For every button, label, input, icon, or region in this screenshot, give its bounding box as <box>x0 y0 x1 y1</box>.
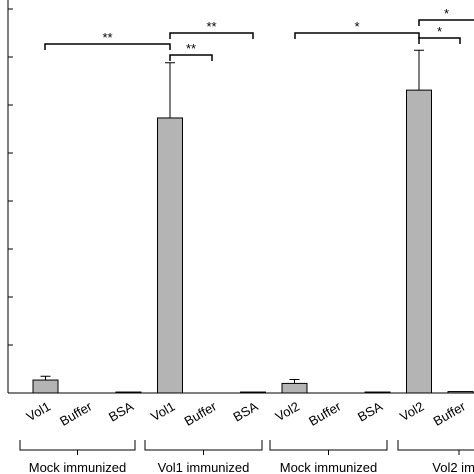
significance-bracket <box>418 37 461 44</box>
x-tick-label: Buffer <box>306 398 344 429</box>
bar <box>406 89 432 394</box>
bar <box>447 391 474 394</box>
significance-bracket <box>418 19 474 26</box>
x-tick-label: BSA <box>106 398 136 424</box>
significance-label: ** <box>102 30 112 45</box>
bar <box>32 379 59 394</box>
group-label: Vol2 imm <box>432 460 474 474</box>
bar <box>281 382 308 394</box>
group-brace <box>397 440 474 455</box>
significance-bracket <box>169 54 213 61</box>
x-tick-label: BSA <box>355 398 385 424</box>
x-tick-label: Buffer <box>431 398 469 429</box>
x-tick-label: Vol2 <box>397 399 426 425</box>
group-brace <box>269 440 388 455</box>
x-tick-label: BSA <box>230 398 260 424</box>
x-tick-label: Buffer <box>182 398 220 429</box>
group-label: Vol1 immunized <box>158 460 250 474</box>
x-tick-label: Vol2 <box>273 399 302 425</box>
bar <box>240 391 266 394</box>
bar <box>364 391 391 394</box>
group-label: Mock immunized <box>280 460 378 474</box>
significance-label: ** <box>206 19 216 34</box>
significance-label: * <box>444 6 449 21</box>
significance-label: * <box>354 19 359 34</box>
significance-label: * <box>437 24 442 39</box>
x-tick-label: Buffer <box>57 398 95 429</box>
error-bar <box>40 375 51 381</box>
group-label: Mock immunized <box>29 460 127 474</box>
error-bar <box>165 62 175 118</box>
significance-bracket <box>169 32 254 39</box>
group-brace <box>144 440 263 455</box>
bar <box>115 391 142 394</box>
significance-bracket <box>294 32 420 39</box>
significance-label: ** <box>186 41 196 56</box>
x-tick-label: Vol1 <box>24 399 53 425</box>
bar <box>157 117 183 394</box>
x-tick-label: Vol1 <box>148 399 177 425</box>
error-bar <box>289 379 300 384</box>
group-brace <box>19 440 136 455</box>
error-bar <box>414 49 424 91</box>
significance-bracket <box>44 43 171 50</box>
